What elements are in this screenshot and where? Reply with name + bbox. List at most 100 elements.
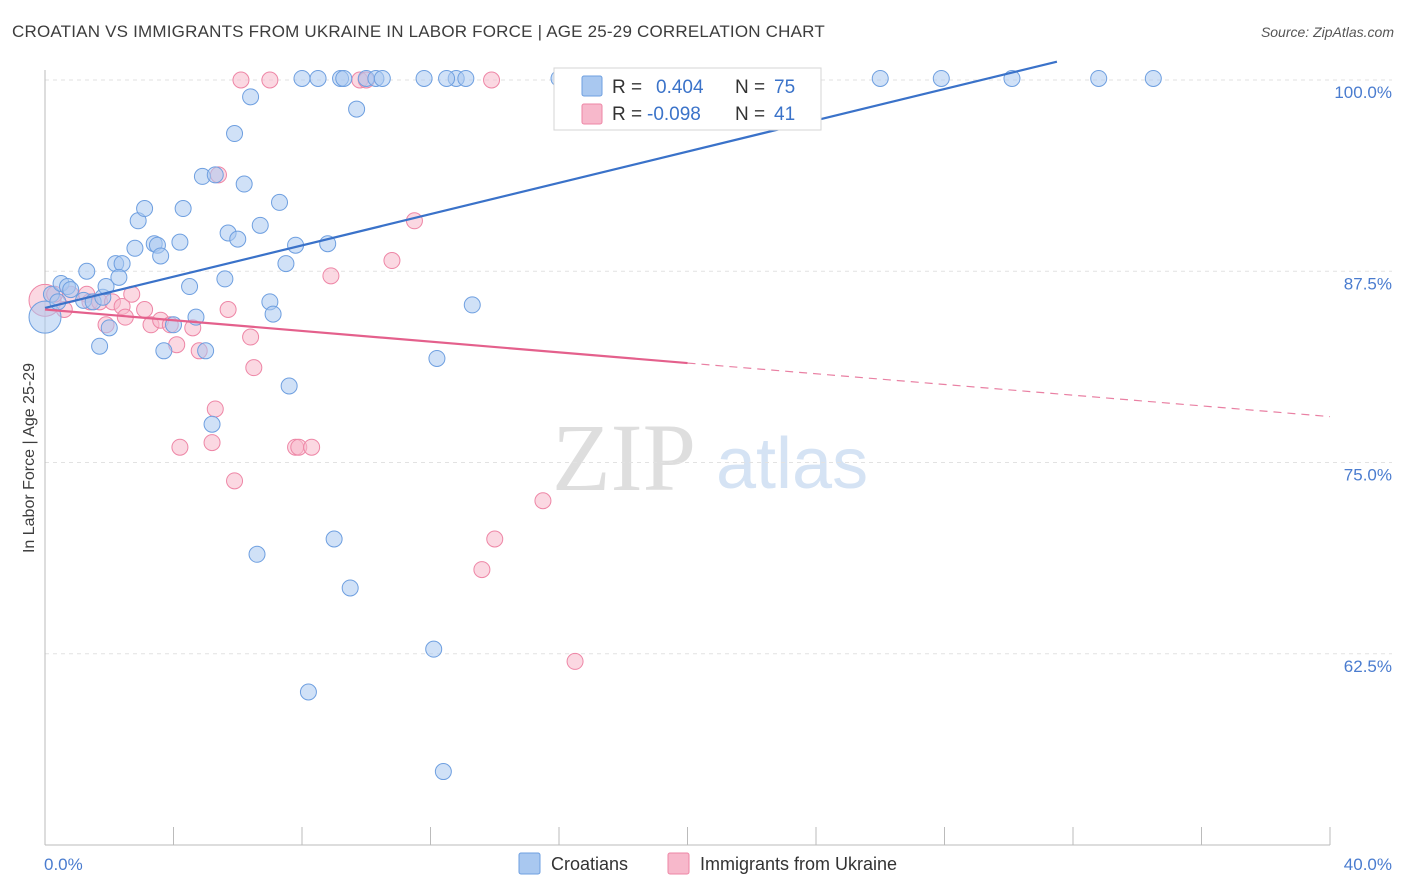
croatians-point	[309, 69, 327, 87]
ukraine-point	[405, 212, 423, 230]
legend-swatch-croatians	[518, 852, 541, 875]
croatians-point	[235, 175, 253, 193]
axes	[44, 70, 1331, 846]
croatians-point	[226, 125, 244, 143]
croatians-point	[251, 216, 269, 234]
croatians-point	[100, 319, 118, 337]
croatians-point	[216, 270, 234, 288]
croatians-point	[181, 278, 199, 296]
croatians-point	[155, 342, 173, 360]
ukraine-point	[486, 530, 504, 548]
croatians-point	[197, 342, 215, 360]
ukraine-point	[483, 71, 501, 89]
legend-swatch-ukraine	[667, 852, 690, 875]
series-ukraine-points	[28, 71, 693, 670]
ukraine-point	[206, 400, 224, 418]
croatians-point	[457, 69, 475, 87]
y-tick-label: 100.0%	[1334, 83, 1392, 102]
x-tick-label-min: 0.0%	[44, 855, 83, 874]
croatians-point	[62, 281, 80, 299]
croatians-point	[110, 268, 128, 286]
y-tick-label: 62.5%	[1344, 657, 1392, 676]
croatians-point	[325, 530, 343, 548]
croatians-point	[126, 239, 144, 257]
croatians-point	[277, 255, 295, 273]
legend-label-croatians: Croatians	[551, 854, 628, 874]
croatians-point	[463, 296, 481, 314]
ukraine-point	[383, 252, 401, 270]
croatians-point	[293, 69, 311, 87]
stats-swatch-ukraine	[581, 103, 603, 125]
series-legend: Croatians Immigrants from Ukraine	[518, 852, 897, 875]
stats-n-value-croatians: 75	[774, 77, 795, 98]
ukraine-point	[242, 328, 260, 346]
croatians-point	[242, 88, 260, 106]
stats-n-label-ukraine: N =	[735, 104, 765, 125]
ukraine-point	[219, 301, 237, 318]
croatians-point	[932, 69, 950, 87]
croatians-point	[1090, 69, 1108, 87]
croatians-point	[335, 69, 353, 87]
chart-title: CROATIAN VS IMMIGRANTS FROM UKRAINE IN L…	[12, 22, 825, 41]
stats-n-value-ukraine: 41	[774, 104, 795, 125]
croatians-point	[264, 305, 282, 323]
ukraine-point	[534, 492, 552, 510]
trend-line-ukraine-extension	[687, 362, 1331, 418]
croatians-point	[415, 69, 433, 87]
croatians-point	[136, 200, 154, 218]
watermark-atlas: atlas	[716, 424, 868, 504]
source-credit: Source: ZipAtlas.com	[1260, 24, 1394, 40]
watermark-zip: ZIP	[552, 404, 696, 511]
ukraine-point	[232, 71, 250, 89]
croatians-point	[373, 69, 391, 87]
croatians-point	[248, 545, 266, 563]
croatians-point	[229, 230, 247, 248]
croatians-point	[206, 166, 224, 184]
y-tick-labels: 62.5% 75.0% 87.5% 100.0%	[1334, 83, 1392, 676]
croatians-point	[174, 200, 192, 218]
ukraine-point	[303, 438, 321, 456]
croatians-point	[438, 69, 456, 87]
croatians-point	[152, 247, 170, 265]
stats-r-value-croatians: 0.404	[656, 77, 704, 98]
croatians-point	[280, 377, 298, 395]
ukraine-point	[566, 652, 584, 670]
legend-label-ukraine: Immigrants from Ukraine	[700, 854, 897, 874]
stats-r-label-ukraine: R =	[612, 104, 642, 125]
croatians-point	[341, 579, 359, 597]
ukraine-point	[245, 359, 263, 377]
croatians-point	[78, 262, 96, 280]
croatians-point	[91, 337, 109, 355]
croatians-point	[425, 640, 443, 658]
stats-r-value-ukraine: -0.098	[647, 104, 701, 125]
y-tick-label: 87.5%	[1344, 274, 1392, 293]
ukraine-point	[136, 301, 154, 318]
trend-lines	[44, 60, 1331, 418]
stats-n-label-croatians: N =	[735, 77, 765, 98]
croatians-point	[434, 763, 452, 781]
croatians-point	[1144, 69, 1162, 87]
croatians-point	[871, 69, 889, 87]
croatians-point	[428, 349, 446, 367]
x-tick-label-max: 40.0%	[1344, 855, 1392, 874]
ukraine-point	[226, 472, 244, 490]
trend-line-croatians	[44, 60, 1058, 310]
stats-r-label-croatians: R =	[612, 77, 642, 98]
ukraine-point	[261, 71, 279, 89]
croatians-point	[113, 255, 131, 273]
croatians-point	[348, 100, 366, 118]
ukraine-point	[171, 438, 189, 456]
croatians-point	[49, 293, 67, 311]
watermark: ZIP atlas	[552, 404, 868, 511]
y-tick-label: 75.0%	[1344, 466, 1392, 485]
y-axis-label: In Labor Force | Age 25-29	[21, 363, 38, 553]
croatians-point	[97, 278, 115, 296]
croatians-point	[271, 193, 289, 211]
trend-line-ukraine	[44, 308, 688, 365]
stats-legend: R = 0.404 N = 75 R = -0.098 N = 41	[553, 67, 822, 131]
croatians-point	[203, 415, 221, 433]
ukraine-point	[473, 561, 491, 579]
series-croatians-points	[28, 69, 1162, 781]
croatians-point	[171, 233, 189, 251]
